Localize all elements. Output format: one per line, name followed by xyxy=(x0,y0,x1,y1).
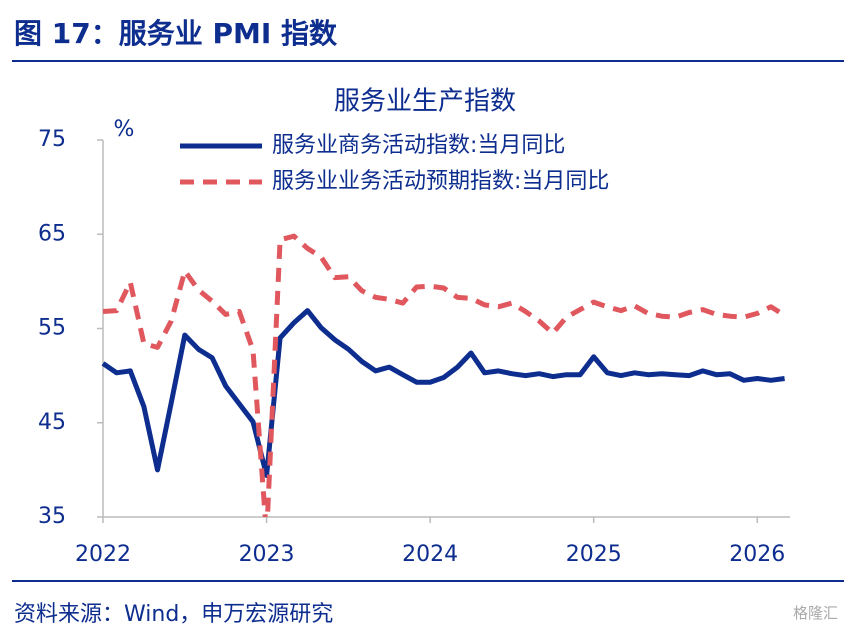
y-axis-unit: % xyxy=(114,117,135,142)
series-line xyxy=(102,233,786,517)
chart-title: 服务业生产指数 xyxy=(334,87,516,117)
legend-label: 服务业业务活动预期指数:当月同比 xyxy=(272,169,609,194)
x-tick-label: 2025 xyxy=(566,542,622,567)
footer-rule xyxy=(12,580,844,582)
figure-title: 图 17：服务业 PMI 指数 xyxy=(14,17,338,50)
y-tick-label: 65 xyxy=(38,221,66,246)
chart: 服务业生产指数 % 35 45 55 65 75 2022 2023 2024 2025 2026… xyxy=(38,87,790,567)
y-tick-label: 45 xyxy=(38,410,66,435)
series-line xyxy=(101,308,785,478)
y-tick-label: 35 xyxy=(38,504,66,529)
header-rule xyxy=(12,60,844,62)
x-tick-label: 2022 xyxy=(75,542,131,567)
x-tick-label: 2026 xyxy=(729,542,785,567)
watermark: 格隆汇 xyxy=(792,604,838,622)
y-tick-label: 55 xyxy=(38,316,66,341)
y-tick-label: 75 xyxy=(38,127,66,152)
x-tick-label: 2024 xyxy=(402,542,458,567)
legend-label: 服务业商务活动指数:当月同比 xyxy=(272,133,565,158)
source-note: 资料来源：Wind，申万宏源研究 xyxy=(14,602,334,627)
x-tick-label: 2023 xyxy=(239,542,295,567)
